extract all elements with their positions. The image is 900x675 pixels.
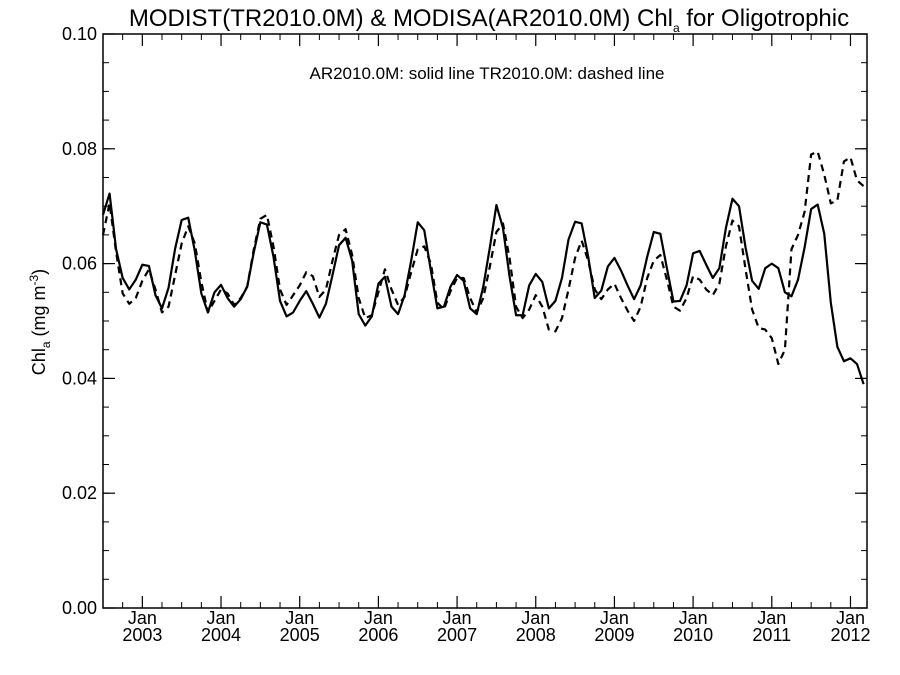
x-tick-month-label: Jan: [521, 608, 550, 628]
x-tick-year-label: 2010: [673, 625, 713, 645]
x-tick-year-label: 2003: [122, 625, 162, 645]
x-tick-year-label: 2008: [516, 625, 556, 645]
y-tick-label: 0.10: [62, 24, 97, 44]
y-axis-label: Chla (mg m-3): [27, 269, 53, 375]
chart-title-main: MODIST(TR2010.0M) & MODISA(AR2010.0M) Ch…: [129, 5, 673, 32]
y-tick-label: 0.02: [62, 483, 97, 503]
x-tick-month-label: Jan: [757, 608, 786, 628]
x-tick-year-label: 2006: [358, 625, 398, 645]
y-tick-label: 0.08: [62, 139, 97, 159]
y-axis-label-subscript: a: [39, 341, 53, 348]
chart-title-tail: for Oligotrophic: [680, 5, 849, 32]
y-axis-label-superscript: -3: [27, 274, 41, 285]
x-tick-year-label: 2007: [437, 625, 477, 645]
x-tick-month-label: Jan: [128, 608, 157, 628]
x-tick-month-label: Jan: [600, 608, 629, 628]
plot-frame: [102, 33, 868, 609]
line-style-annotation: AR2010.0M: solid line TR2010.0M: dashed …: [309, 64, 664, 83]
y-axis-label-tail: ): [29, 269, 49, 275]
chart-title-subscript: a: [673, 21, 680, 35]
x-tick-month-label: Jan: [207, 608, 236, 628]
y-tick-label: 0.00: [62, 598, 97, 618]
x-tick-year-label: 2004: [201, 625, 241, 645]
x-tick-year-label: 2011: [752, 625, 791, 645]
y-tick-label: 0.06: [62, 254, 97, 274]
x-tick-year-label: 2009: [594, 625, 634, 645]
x-tick-year-label: 2005: [280, 625, 320, 645]
series-line-tr2010-0m: [101, 150, 865, 366]
x-tick-month-label: Jan: [679, 608, 708, 628]
x-tick-month-label: Jan: [836, 608, 865, 628]
x-tick-month-label: Jan: [443, 608, 472, 628]
x-tick-year-label: 2012: [830, 625, 870, 645]
x-tick-month-label: Jan: [364, 608, 393, 628]
series-group: [101, 150, 865, 385]
y-tick-label: 0.04: [62, 368, 97, 388]
axis-ticks: 0.000.020.040.060.080.10Jan2003Jan2004Ja…: [62, 24, 871, 645]
series-line-ar2010-0m: [101, 192, 865, 385]
y-axis-label-mid: (mg m: [29, 285, 49, 341]
x-tick-month-label: Jan: [285, 608, 314, 628]
chart-title: MODIST(TR2010.0M) & MODISA(AR2010.0M) Ch…: [129, 5, 849, 35]
y-axis-label-main: Chl: [29, 348, 49, 375]
